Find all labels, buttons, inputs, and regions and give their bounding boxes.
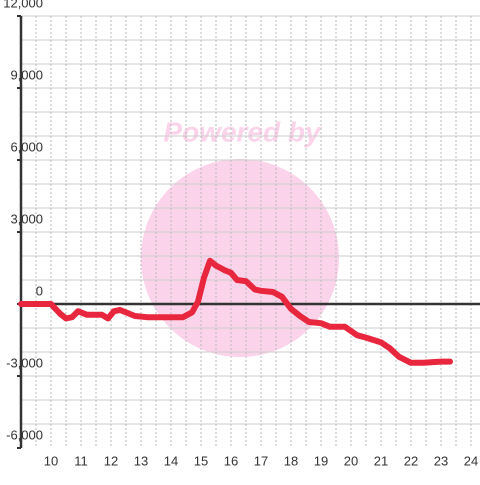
x-tick-label: 11 [74,453,88,468]
y-tick-label: -3,000 [6,355,43,370]
y-tick-label: -6,000 [6,427,43,442]
x-tick-label: 18 [284,453,298,468]
x-tick-label: 19 [314,453,328,468]
x-tick-label: 21 [374,453,388,468]
watermark-text: Powered by [163,116,322,147]
y-tick-label: 12,000 [3,0,43,10]
x-tick-label: 23 [434,453,448,468]
x-tick-label: 13 [134,453,148,468]
x-tick-label: 17 [254,453,268,468]
x-tick-label: 10 [44,453,58,468]
x-tick-label: 14 [164,453,178,468]
x-tick-label: 20 [344,453,358,468]
y-tick-label: 9,000 [10,67,43,82]
x-tick-label: 24 [464,453,478,468]
y-tick-label: 3,000 [10,211,43,226]
y-tick-label: 0 [36,283,43,298]
data-line [18,257,453,366]
x-tick-label: 12 [104,453,118,468]
y-tick-label: 6,000 [10,139,43,154]
plot [18,257,453,366]
x-tick-label: 16 [224,453,238,468]
x-tick-label: 15 [194,453,208,468]
x-tick-label: 22 [404,453,418,468]
